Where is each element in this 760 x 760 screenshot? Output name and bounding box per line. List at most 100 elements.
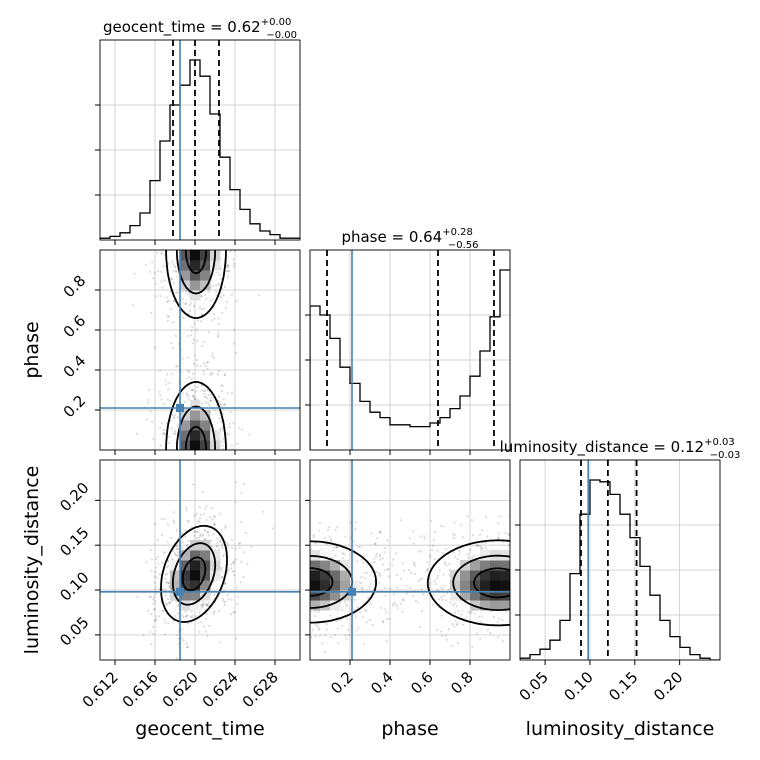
y-tick-label-luminosity-distance: 0.20 — [56, 479, 92, 515]
sample-point — [401, 562, 404, 565]
sample-point — [196, 531, 199, 534]
density-cell — [180, 550, 191, 561]
sample-point — [356, 606, 359, 609]
sample-point — [175, 657, 178, 660]
title-luminosity-distance: luminosity_distance = 0.12+0.03 −0.03 — [500, 437, 741, 461]
sample-point — [466, 553, 469, 556]
density-cell — [190, 600, 201, 611]
sample-point — [365, 609, 368, 613]
sample-point — [497, 536, 500, 539]
sample-point — [481, 529, 484, 532]
sample-point — [238, 427, 241, 430]
sample-point — [170, 536, 173, 540]
sample-point — [429, 556, 432, 559]
grid — [310, 250, 510, 450]
sample-point — [423, 537, 426, 540]
sample-point — [429, 583, 432, 586]
sample-point — [440, 630, 443, 633]
sample-point — [376, 571, 379, 574]
sample-point — [378, 530, 381, 533]
sample-point — [335, 546, 338, 549]
sample-point — [453, 536, 456, 540]
sample-point — [201, 534, 204, 537]
density-cell — [330, 580, 341, 591]
sample-point — [176, 365, 179, 368]
sample-point — [228, 269, 231, 272]
sample-point — [213, 523, 217, 526]
sample-point — [186, 545, 189, 548]
sample-point — [239, 520, 242, 524]
sample-point — [420, 577, 424, 580]
x-tick-label-luminosity-distance: 0.05 — [516, 668, 552, 704]
sample-point — [336, 525, 339, 529]
sample-point — [212, 356, 215, 359]
sample-point — [161, 609, 164, 613]
sample-point — [156, 555, 159, 559]
sample-point — [205, 504, 208, 507]
sample-point — [168, 602, 171, 605]
sample-point — [215, 284, 218, 287]
density-cell — [340, 580, 351, 591]
sample-point — [162, 589, 165, 592]
sample-point — [153, 346, 156, 349]
sample-point — [233, 329, 236, 332]
sample-point — [236, 442, 239, 445]
x-tick-label-phase: 0.4 — [367, 668, 397, 698]
sample-point — [193, 354, 196, 357]
sample-point — [224, 600, 227, 604]
sample-point — [207, 394, 210, 397]
sample-point — [164, 594, 167, 597]
sample-point — [192, 305, 196, 308]
sample-point — [227, 598, 230, 601]
sample-point — [190, 334, 193, 337]
sample-point — [207, 360, 210, 363]
sample-point — [157, 562, 160, 565]
sample-point — [221, 547, 224, 550]
density-cell — [170, 250, 181, 261]
sample-point — [224, 525, 227, 528]
sample-point — [489, 631, 492, 635]
sample-point — [154, 619, 157, 623]
sample-point — [230, 444, 233, 447]
sample-point — [213, 523, 216, 527]
sample-point — [199, 534, 202, 537]
sample-point — [203, 529, 206, 533]
sample-point — [184, 303, 187, 306]
sample-point — [496, 635, 499, 639]
sample-point — [174, 545, 177, 548]
sample-point — [329, 636, 332, 639]
sample-point — [194, 615, 197, 618]
sample-point — [159, 394, 162, 397]
sample-point — [328, 526, 331, 529]
sample-point — [158, 390, 161, 393]
sample-point — [173, 300, 176, 303]
sample-point — [154, 585, 157, 588]
density-cell — [190, 440, 201, 450]
sample-point — [163, 517, 166, 521]
sample-point — [186, 646, 189, 649]
sample-point — [205, 612, 208, 616]
sample-point — [194, 530, 197, 534]
sample-point — [163, 279, 166, 282]
sample-point — [220, 291, 223, 294]
sample-point — [437, 598, 441, 601]
sample-point — [223, 373, 226, 376]
sample-point — [166, 598, 170, 601]
sample-point — [184, 610, 187, 613]
sample-point — [232, 562, 235, 565]
sample-point — [221, 311, 224, 314]
sample-point — [190, 329, 193, 332]
sample-point — [172, 282, 175, 285]
sample-point — [167, 262, 170, 265]
sample-point — [412, 542, 415, 545]
sample-point — [181, 297, 184, 300]
sample-point — [434, 583, 437, 586]
sample-point — [167, 622, 170, 625]
sample-point — [378, 572, 381, 575]
sample-point — [373, 561, 376, 564]
x-tick-label-geocent-time: 0.612 — [79, 668, 122, 711]
sample-point — [408, 568, 411, 572]
sample-point — [230, 613, 233, 616]
density-cell — [330, 600, 341, 611]
sample-point — [433, 580, 436, 583]
